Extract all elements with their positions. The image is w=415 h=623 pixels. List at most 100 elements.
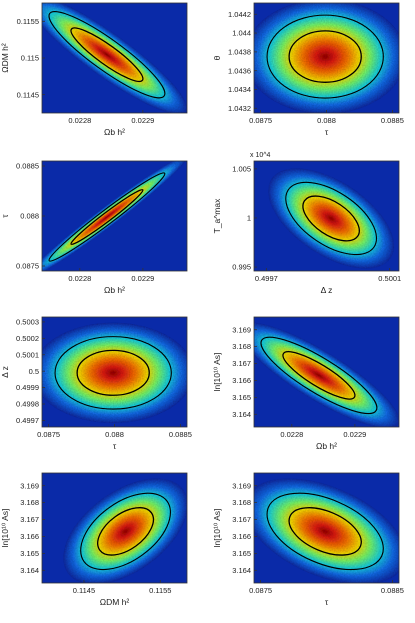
panel-6: 0.0228 0.0229 3.164 3.165 3.166 3.167 3.168 3.1… xyxy=(212,316,400,451)
contour-95 xyxy=(48,11,166,99)
x-axis-label: τ xyxy=(325,127,329,137)
y-tick-label: 3.167 xyxy=(232,359,251,368)
y-tick-label: 0.5001 xyxy=(16,350,39,359)
y-tick-label: 1.0442 xyxy=(228,10,251,19)
y-tick-label: 3.169 xyxy=(232,325,251,334)
y-axis-label: ΩDM h² xyxy=(0,43,10,73)
contour-95 xyxy=(80,492,171,571)
x-tick-label: 0.088 xyxy=(105,430,124,439)
panel-3: 0.0228 0.0229 0.0875 0.088 0.0885 Ωb h² τ xyxy=(0,160,188,295)
y-tick-label: 0.0875 xyxy=(16,262,39,271)
x-axis-label: Ωb h² xyxy=(316,441,337,451)
y-tick-label: 1.0434 xyxy=(228,85,251,94)
x-axis-label: Δ z xyxy=(321,285,333,295)
density-map xyxy=(42,161,187,271)
y-tick-label: 3.167 xyxy=(232,515,251,524)
y-tick-label: 3.166 xyxy=(232,532,251,541)
x-tick-label: 0.5001 xyxy=(378,274,401,283)
y-tick-label: 3.164 xyxy=(232,410,251,419)
x-tick-label: 0.0885 xyxy=(381,586,404,595)
y-tick-label: 3.167 xyxy=(20,515,39,524)
y-tick-label: 0.4998 xyxy=(16,400,39,409)
contour-95 xyxy=(48,172,166,262)
x-tick-label: 0.0229 xyxy=(131,116,154,125)
y-axis-label: Δ z xyxy=(0,366,10,378)
y-tick-label: 3.166 xyxy=(232,376,251,385)
panel-2: 0.0875 0.088 0.0885 1.0432 1.0434 1.0436 1.043… xyxy=(212,2,404,137)
contour-68 xyxy=(288,30,362,83)
y-tick-label: 1 xyxy=(247,214,251,223)
y-tick-label: 1.0436 xyxy=(228,66,251,75)
x-axis-label: τ xyxy=(325,597,329,607)
y-axis-label: T_a^max xyxy=(212,198,222,233)
y-tick-label: 3.168 xyxy=(232,498,251,507)
density-map xyxy=(254,3,399,113)
x-tick-label: 0.1145 xyxy=(73,586,95,595)
plot-frame xyxy=(253,472,400,584)
panel-7: 0.1145 0.1155 3.164 3.165 3.166 3.167 3.168 3.1… xyxy=(0,472,188,607)
y-tick-label: 3.165 xyxy=(232,393,251,402)
panel-5: 0.0875 0.088 0.0885 0.4997 0.4998 0.4999 0.5 0.… xyxy=(0,316,192,451)
x-tick-label: 0.0228 xyxy=(68,274,91,283)
density-map xyxy=(254,478,399,583)
y-tick-label: 3.165 xyxy=(232,549,251,558)
contour-68 xyxy=(97,507,155,556)
y-tick-label: 3.168 xyxy=(232,342,251,351)
y-axis-label: τ xyxy=(0,214,10,218)
contour-68 xyxy=(76,349,150,396)
x-tick-label: 0.0875 xyxy=(37,430,60,439)
x-tick-label: 0.0229 xyxy=(131,274,154,283)
y-tick-label: 0.5 xyxy=(29,367,39,376)
y-tick-label: 0.5003 xyxy=(16,318,39,327)
y-tick-label: 3.168 xyxy=(20,498,39,507)
density-map xyxy=(268,168,395,269)
y-tick-label: 0.088 xyxy=(20,212,39,221)
x-axis-label: Ωb h² xyxy=(104,285,125,295)
x-tick-label: 0.0229 xyxy=(343,430,366,439)
x-tick-label: 0.0228 xyxy=(68,116,91,125)
x-tick-label: 0.0875 xyxy=(249,586,272,595)
contour-68 xyxy=(70,188,144,246)
contour-95 xyxy=(285,181,378,256)
panel-8: 0.0875 0.0885 3.164 3.165 3.166 3.167 3.168 3.1… xyxy=(212,472,404,607)
x-axis-label: Ωb h² xyxy=(104,127,125,137)
x-axis-label: ΩDM h² xyxy=(100,597,130,607)
y-axis-label: ln[10¹⁰ As] xyxy=(212,353,222,392)
y-tick-label: 3.165 xyxy=(20,549,39,558)
y-tick-label: 3.169 xyxy=(232,481,251,490)
contour-95 xyxy=(266,492,384,571)
y-tick-label: 3.164 xyxy=(232,566,251,575)
x-tick-label: 0.0875 xyxy=(249,116,272,125)
y-tick-label: 0.1155 xyxy=(17,17,39,26)
contour-68 xyxy=(288,507,362,556)
y-tick-label: 0.0885 xyxy=(16,162,39,171)
panel-1: 0.0228 0.0229 0.1145 0.115 0.1155 Ωb h² ΩDM h² xyxy=(0,2,188,137)
y-axis-label: ln[10¹⁰ As] xyxy=(0,509,10,548)
y-tick-label: 0.995 xyxy=(232,263,251,272)
x-tick-label: 0.1155 xyxy=(149,586,171,595)
y-tick-label: 1.0438 xyxy=(228,47,251,56)
y-tick-label: 0.4997 xyxy=(16,416,39,425)
y-tick-label: 0.4999 xyxy=(16,383,39,392)
y-axis-label: ln[10¹⁰ As] xyxy=(212,509,222,548)
y-axis-label: θ xyxy=(212,55,222,60)
y-tick-label: 0.115 xyxy=(21,54,39,63)
x-tick-label: 0.0885 xyxy=(381,116,404,125)
x-tick-label: 0.0885 xyxy=(169,430,192,439)
contour-68 xyxy=(70,27,144,83)
density-map xyxy=(42,3,187,113)
plot-frame xyxy=(41,472,188,584)
x-tick-label: 0.088 xyxy=(317,116,336,125)
contour-95 xyxy=(266,14,384,99)
y-tick-label: 0.5002 xyxy=(16,334,39,343)
panel-4: 0.4997 0.5001 0.995 1 1.005 Δ z T_a^max x 10^4 xyxy=(212,152,401,295)
y-tick-label: 3.166 xyxy=(20,532,39,541)
y-tick-label: 1.044 xyxy=(232,29,251,38)
contour-95 xyxy=(260,336,378,415)
x-tick-label: 0.4997 xyxy=(255,274,278,283)
contour-68 xyxy=(302,195,360,242)
y-tick-label: 3.169 xyxy=(20,481,39,490)
plot-frame xyxy=(253,316,400,428)
density-map xyxy=(42,322,187,424)
